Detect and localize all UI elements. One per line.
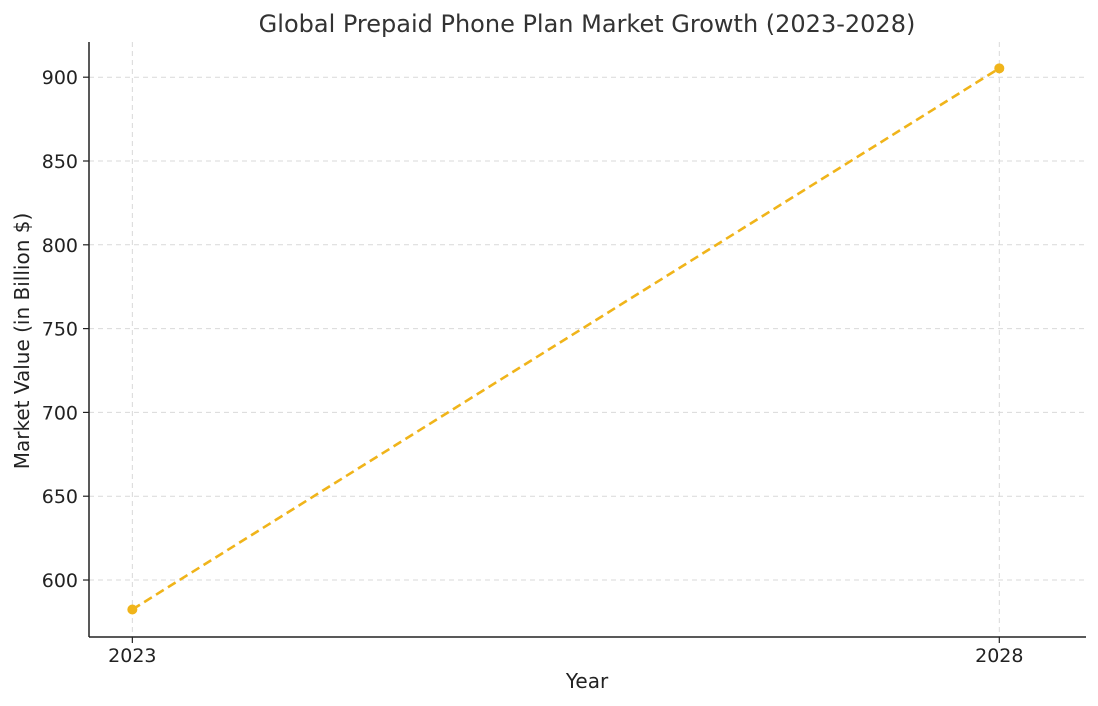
series-line [131,67,1000,611]
chart-title: Global Prepaid Phone Plan Market Growth … [259,10,916,38]
y-tick-label: 650 [42,486,78,508]
series-group [127,63,1005,615]
y-tick-label: 600 [42,570,78,592]
y-tick-label: 900 [42,67,78,89]
data-point [127,604,138,615]
y-tick-label: 850 [42,151,78,173]
x-tick-label: 2028 [975,645,1023,667]
grid [89,42,1086,637]
x-tick-label: 2023 [108,645,156,667]
y-tick-label: 700 [42,402,78,424]
y-tick-label: 750 [42,319,78,341]
x-axis-ticks: 2023 2028 [108,637,1023,667]
data-point [994,63,1005,74]
x-axis-label: Year [565,669,609,693]
y-axis-label: Market Value (in Billion $) [10,213,34,470]
y-tick-label: 800 [42,235,78,257]
y-axis-ticks: 600 650 700 750 800 850 900 [42,67,89,592]
